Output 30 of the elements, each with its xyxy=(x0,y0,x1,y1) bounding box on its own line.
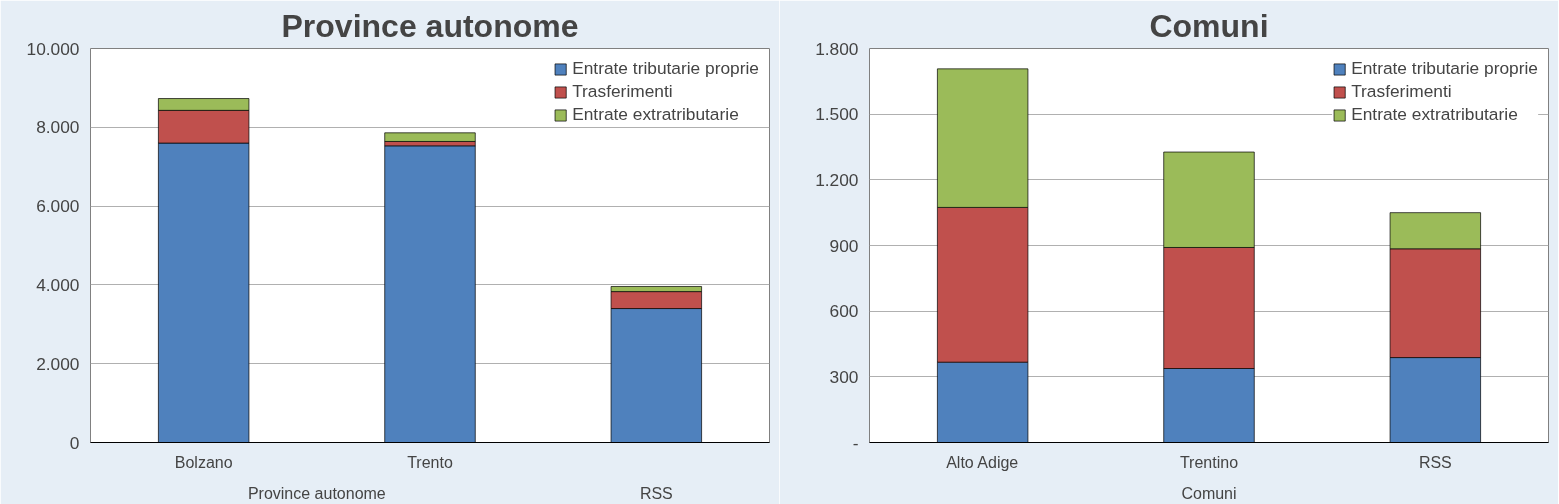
y-tick-label: 6.000 xyxy=(36,196,80,217)
legend-label: Entrate tributarie proprie xyxy=(572,58,759,79)
y-tick-label: 2.000 xyxy=(36,353,80,374)
y-tick-label: 300 xyxy=(829,366,859,387)
legend-label: Trasferimenti xyxy=(1351,81,1452,102)
y-tick-label: 1.500 xyxy=(815,104,859,125)
y-tick-label: 10.000 xyxy=(26,38,80,59)
x-tick-label: Trento xyxy=(407,453,453,471)
legend-label: Trasferimenti xyxy=(572,81,673,102)
chart-title: Province autonome xyxy=(281,7,579,44)
x-tick-label: Alto Adige xyxy=(946,453,1019,471)
legend-label: Entrate extratributarie xyxy=(572,104,739,125)
chart-title: Comuni xyxy=(1149,7,1269,44)
y-tick-label: 8.000 xyxy=(36,117,80,138)
x-tick-label: Bolzano xyxy=(174,453,233,471)
y-tick-label: 0 xyxy=(69,432,80,453)
x-tick-label: RSS xyxy=(1418,453,1452,471)
x-tick-label: Trentino xyxy=(1179,453,1239,471)
y-tick-label: 900 xyxy=(829,235,859,256)
text: Comuni xyxy=(1181,484,1237,502)
y-tick-label: 1.800 xyxy=(815,38,859,59)
legend-label: Entrate tributarie proprie xyxy=(1351,58,1538,79)
text: RSS xyxy=(639,484,673,502)
bar xyxy=(384,132,476,142)
legend-label: Entrate extratributarie xyxy=(1351,104,1518,125)
text: Province autonome xyxy=(247,484,386,502)
y-tick-label: 1.200 xyxy=(815,169,859,190)
y-tick-label: 600 xyxy=(829,301,859,322)
y-tick-label: 4.000 xyxy=(36,274,80,295)
y-tick-label: - xyxy=(852,432,859,453)
